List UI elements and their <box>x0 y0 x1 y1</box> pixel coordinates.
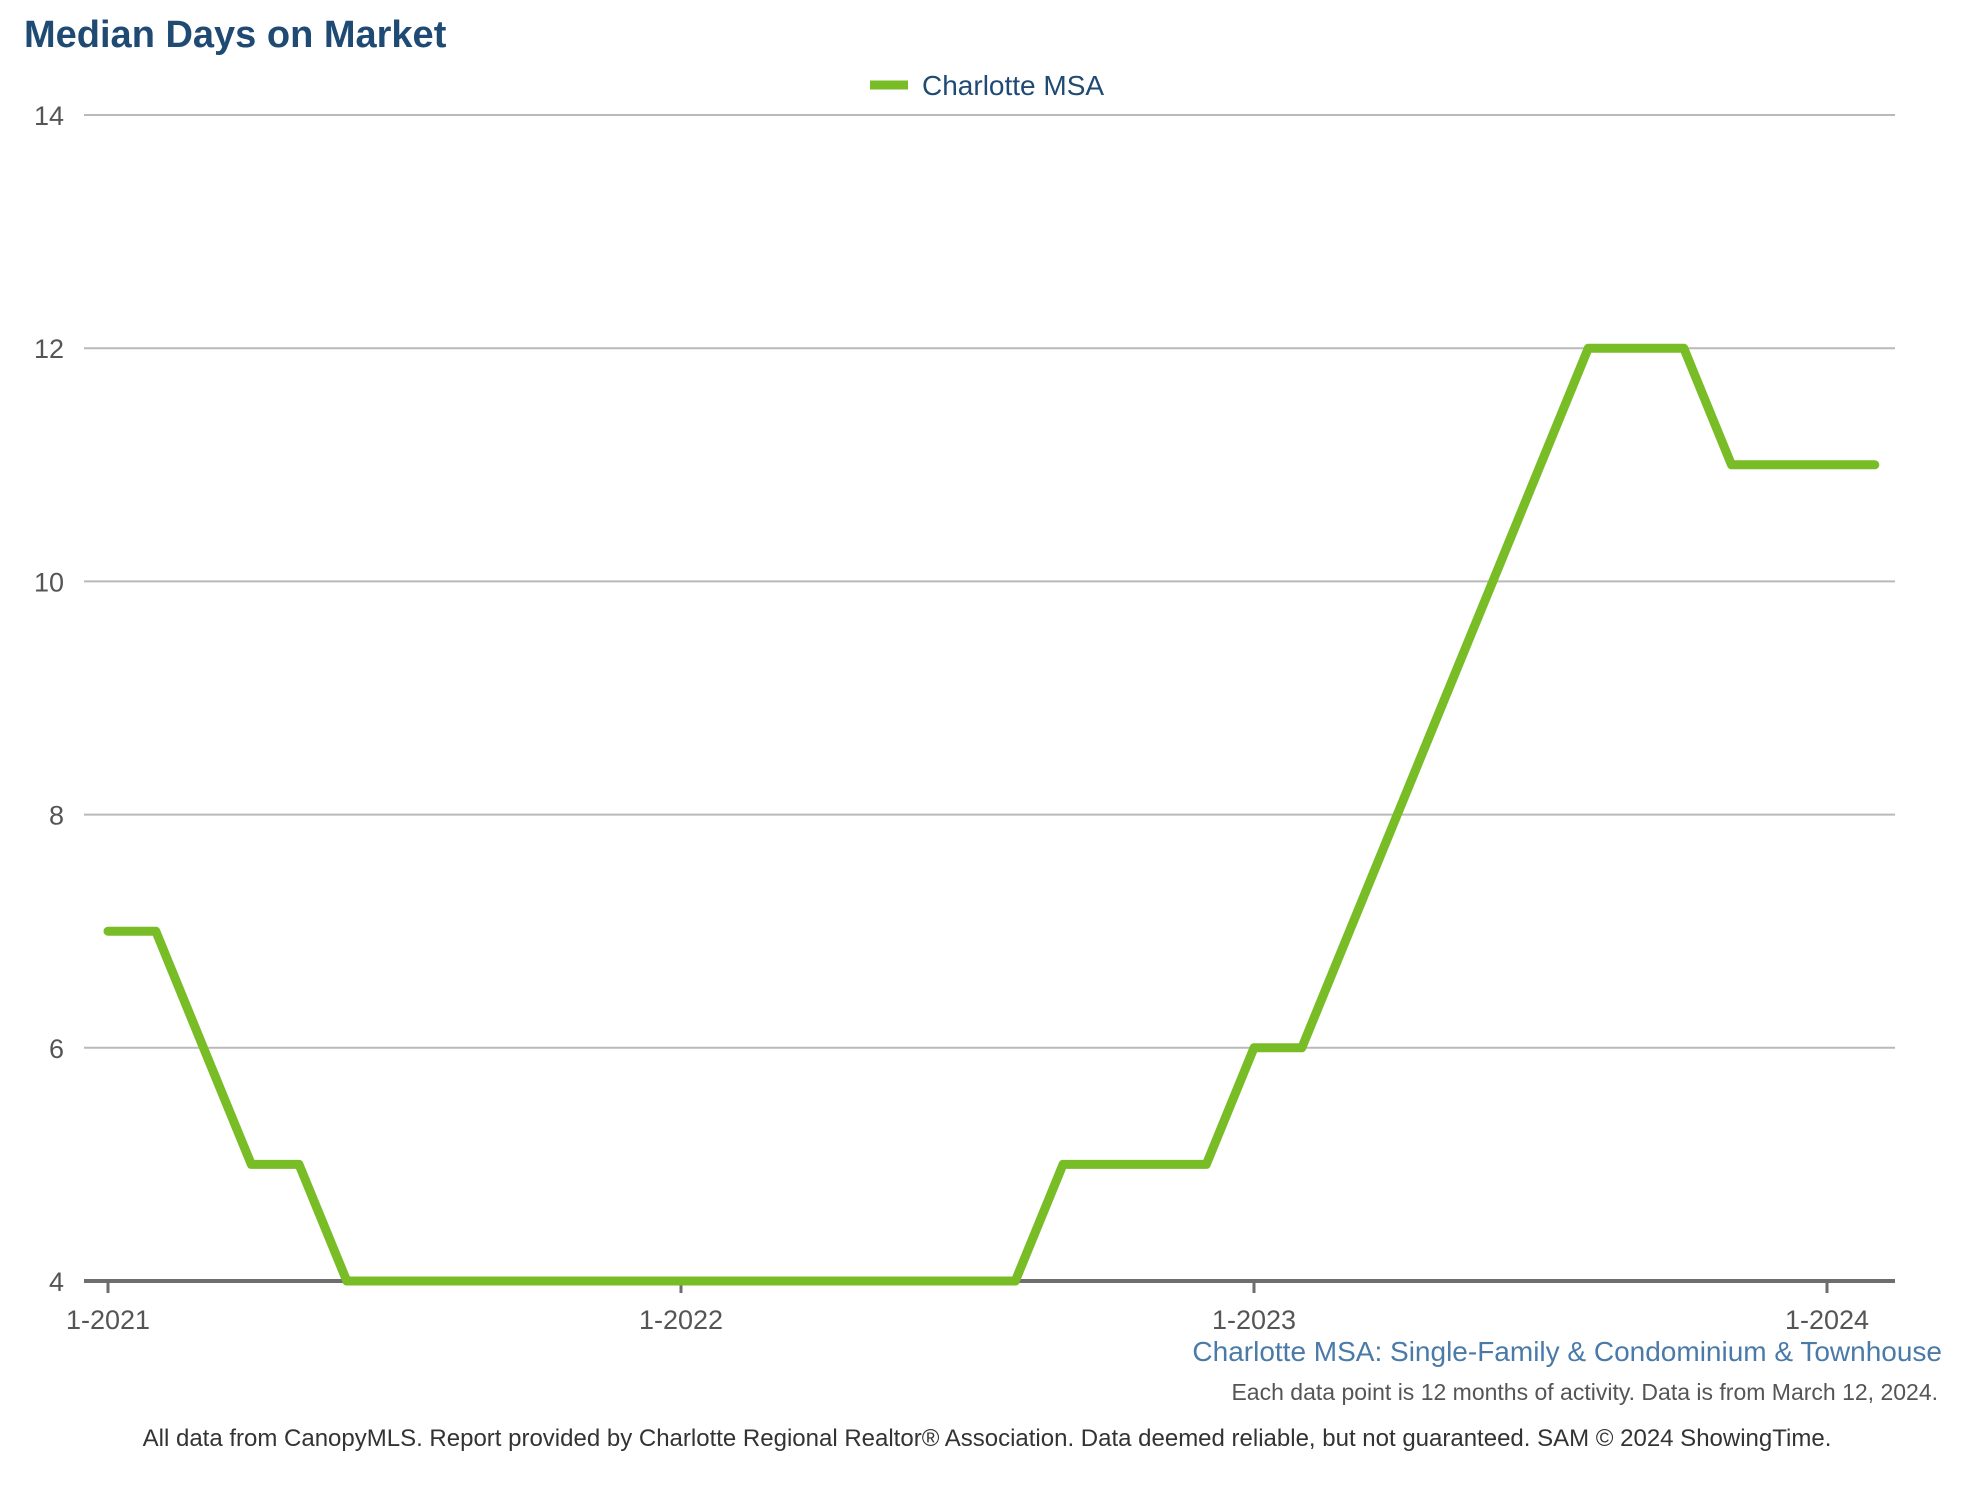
y-tick-label: 12 <box>34 334 64 364</box>
y-tick-label: 8 <box>49 801 64 831</box>
series-line <box>103 343 1880 1286</box>
series-layer <box>103 343 1880 1286</box>
legend: Charlotte MSA <box>870 70 1104 101</box>
chart-title: Median Days on Market <box>24 14 447 56</box>
x-tick-label: 1-2023 <box>1212 1305 1296 1335</box>
x-tick-label: 1-2024 <box>1785 1305 1869 1335</box>
x-tick-label: 1-2022 <box>639 1305 723 1335</box>
y-tick-label: 10 <box>34 567 64 597</box>
footer-disclaimer: All data from CanopyMLS. Report provided… <box>142 1425 1832 1452</box>
x-tick-label: 1-2021 <box>66 1305 150 1335</box>
y-tick-label: 14 <box>34 101 64 131</box>
y-tick-label: 6 <box>49 1034 64 1064</box>
y-tick-label: 4 <box>49 1267 64 1297</box>
gridlines <box>84 114 1895 1049</box>
chart-subtitle: Charlotte MSA: Single-Family & Condomini… <box>1192 1336 1942 1367</box>
axes: 4 6 8 10 12 14 1-2021 1-2022 1-2023 1-2024 <box>34 101 1895 1335</box>
legend-label: Charlotte MSA <box>922 70 1104 101</box>
data-note: Each data point is 12 months of activity… <box>1231 1379 1938 1405</box>
